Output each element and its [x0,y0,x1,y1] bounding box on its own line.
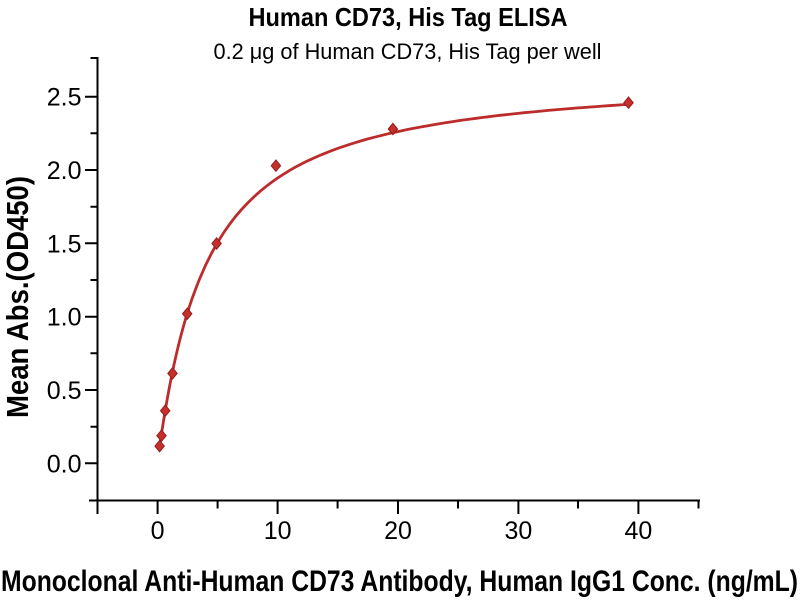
svg-text:30: 30 [504,517,532,545]
svg-text:0.0: 0.0 [47,450,82,478]
svg-text:0: 0 [151,517,165,545]
svg-text:40: 40 [624,517,652,545]
svg-text:0.5: 0.5 [47,377,82,405]
svg-text:Monoclonal Anti-Human CD73 Ant: Monoclonal Anti-Human CD73 Antibody, Hum… [1,565,798,598]
svg-text:10: 10 [264,517,292,545]
svg-text:0.2 μg of Human CD73, His Tag: 0.2 μg of Human CD73, His Tag per well [214,39,602,64]
svg-text:Mean Abs.(OD450): Mean Abs.(OD450) [0,176,35,418]
svg-text:1.5: 1.5 [47,230,82,258]
svg-text:20: 20 [384,517,412,545]
svg-text:1.0: 1.0 [47,304,82,332]
svg-text:Human CD73, His Tag ELISA: Human CD73, His Tag ELISA [249,2,568,32]
svg-text:2.5: 2.5 [47,84,82,112]
svg-text:2.0: 2.0 [47,157,82,185]
